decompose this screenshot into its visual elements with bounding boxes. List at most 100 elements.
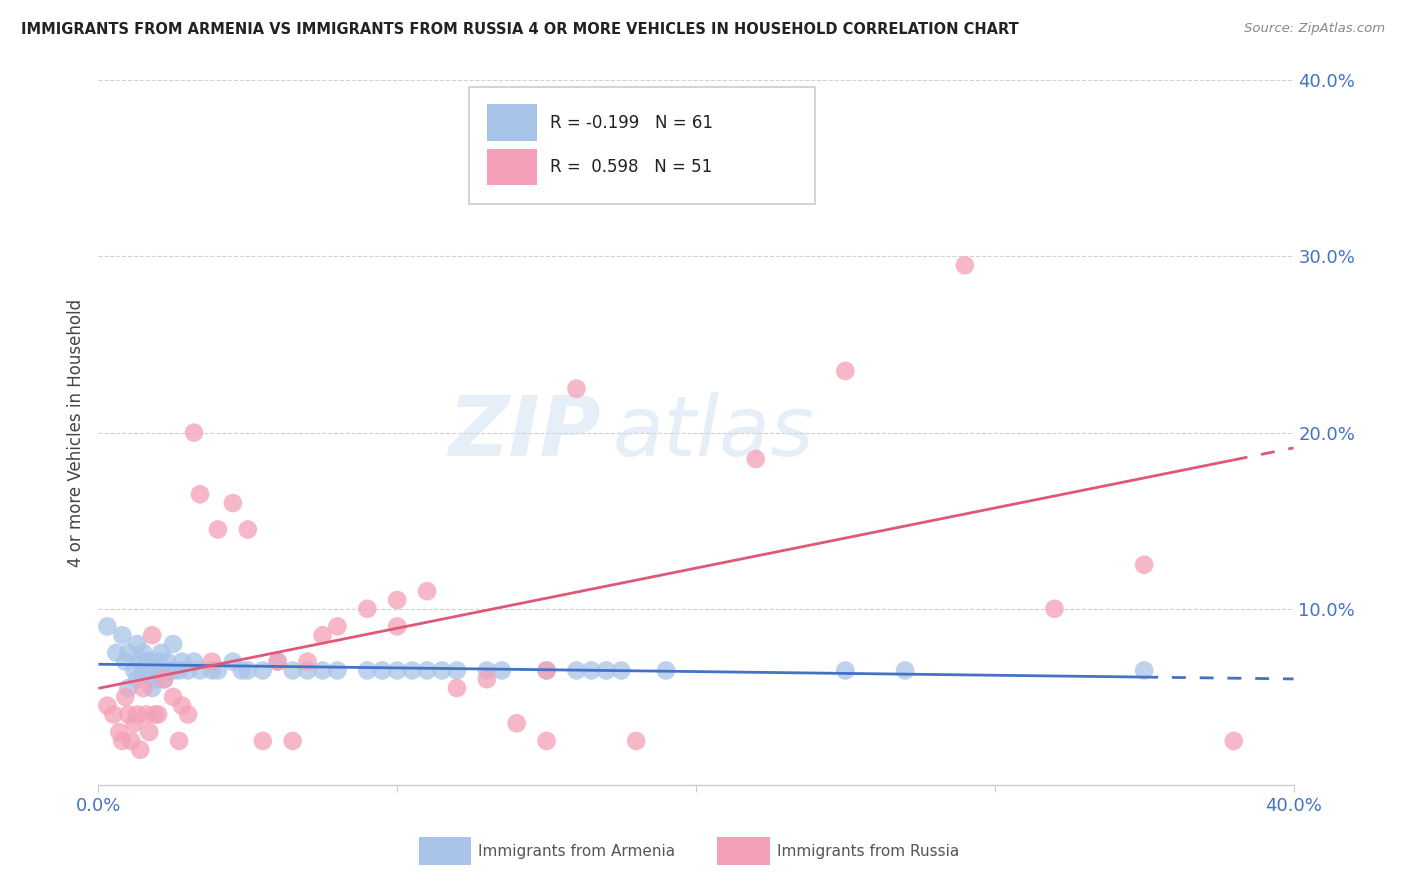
Point — [141, 628, 163, 642]
Text: Source: ZipAtlas.com: Source: ZipAtlas.com — [1244, 22, 1385, 36]
Point — [1043, 601, 1066, 615]
Point — [159, 664, 181, 678]
Point — [117, 681, 139, 695]
Point — [1133, 664, 1156, 678]
Point — [297, 655, 319, 669]
Point — [565, 382, 588, 396]
Point — [236, 664, 259, 678]
Point — [446, 664, 468, 678]
Point — [167, 734, 190, 748]
Point — [114, 655, 136, 669]
Point — [536, 734, 558, 748]
FancyBboxPatch shape — [470, 87, 815, 203]
Point — [385, 619, 409, 633]
Point — [183, 655, 205, 669]
Point — [127, 707, 149, 722]
Text: ZIP: ZIP — [447, 392, 600, 473]
Point — [172, 655, 194, 669]
Point — [207, 664, 229, 678]
Point — [201, 664, 224, 678]
Point — [385, 664, 409, 678]
Point — [1223, 734, 1246, 748]
Text: atlas: atlas — [613, 392, 814, 473]
Point — [132, 681, 155, 695]
Y-axis label: 4 or more Vehicles in Household: 4 or more Vehicles in Household — [66, 299, 84, 566]
FancyBboxPatch shape — [717, 837, 770, 865]
Point — [156, 655, 179, 669]
Point — [416, 664, 439, 678]
Point — [371, 664, 394, 678]
Point — [153, 664, 176, 678]
Point — [953, 258, 976, 272]
Point — [172, 698, 194, 713]
Point — [565, 664, 588, 678]
Point — [188, 664, 211, 678]
Point — [207, 523, 229, 537]
Point — [124, 716, 146, 731]
Point — [96, 698, 118, 713]
Point — [148, 707, 170, 722]
Point — [120, 734, 142, 748]
Point — [111, 734, 134, 748]
FancyBboxPatch shape — [486, 104, 537, 141]
Point — [222, 496, 245, 510]
Point — [745, 452, 768, 467]
Point — [138, 655, 160, 669]
Point — [167, 664, 190, 678]
Point — [103, 707, 125, 722]
Point — [108, 725, 131, 739]
Point — [153, 673, 176, 687]
Point — [148, 664, 170, 678]
Point — [177, 664, 200, 678]
Point — [96, 619, 118, 633]
Point — [105, 646, 128, 660]
Point — [132, 664, 155, 678]
Point — [222, 655, 245, 669]
Point — [132, 646, 155, 660]
Point — [127, 673, 149, 687]
Point — [150, 646, 173, 660]
Point — [326, 664, 349, 678]
Point — [117, 646, 139, 660]
Point — [188, 487, 211, 501]
Point — [143, 673, 166, 687]
Point — [834, 664, 856, 678]
Point — [201, 655, 224, 669]
Point — [267, 655, 290, 669]
Text: R = -0.199   N = 61: R = -0.199 N = 61 — [550, 113, 713, 131]
Point — [117, 707, 139, 722]
Point — [162, 664, 184, 678]
Point — [138, 725, 160, 739]
Point — [141, 664, 163, 678]
Point — [153, 673, 176, 687]
Point — [834, 364, 856, 378]
FancyBboxPatch shape — [486, 149, 537, 186]
Point — [177, 707, 200, 722]
Point — [281, 734, 304, 748]
Point — [446, 681, 468, 695]
Point — [162, 637, 184, 651]
Point — [252, 664, 274, 678]
Point — [326, 619, 349, 633]
Point — [506, 716, 529, 731]
Point — [536, 664, 558, 678]
Point — [1133, 558, 1156, 572]
Point — [252, 734, 274, 748]
Text: IMMIGRANTS FROM ARMENIA VS IMMIGRANTS FROM RUSSIA 4 OR MORE VEHICLES IN HOUSEHOL: IMMIGRANTS FROM ARMENIA VS IMMIGRANTS FR… — [21, 22, 1019, 37]
Point — [655, 664, 678, 678]
Text: Immigrants from Armenia: Immigrants from Armenia — [478, 844, 676, 859]
Point — [894, 664, 917, 678]
Point — [143, 707, 166, 722]
Point — [267, 655, 290, 669]
Point — [745, 178, 768, 193]
Point — [581, 664, 603, 678]
Point — [127, 637, 149, 651]
Point — [148, 655, 170, 669]
FancyBboxPatch shape — [419, 837, 471, 865]
Point — [536, 664, 558, 678]
Point — [610, 664, 633, 678]
Point — [311, 628, 333, 642]
Point — [385, 593, 409, 607]
Point — [129, 655, 152, 669]
Text: Immigrants from Russia: Immigrants from Russia — [778, 844, 959, 859]
